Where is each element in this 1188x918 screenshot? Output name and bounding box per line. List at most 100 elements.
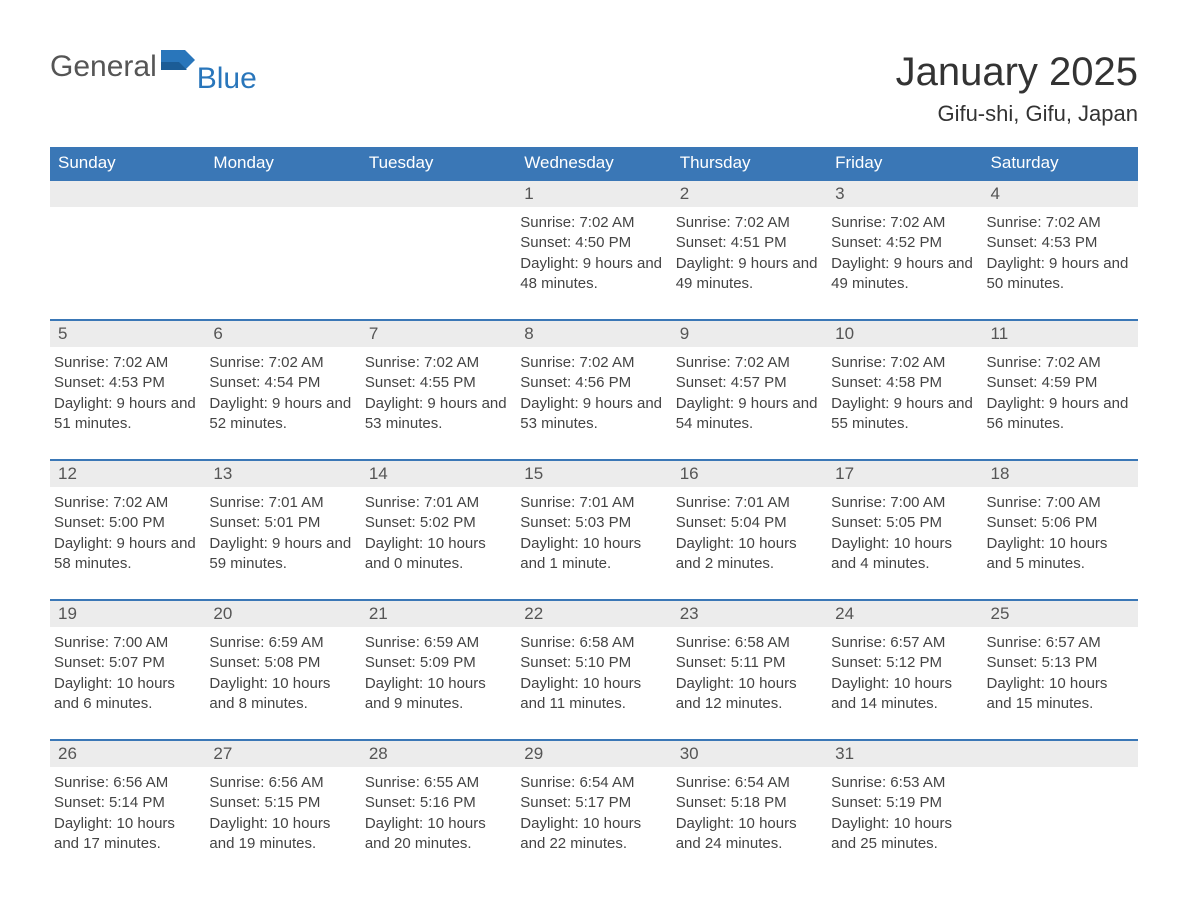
day-details: Sunrise: 6:58 AMSunset: 5:10 PMDaylight:… [516,627,671,718]
calendar-cell: 23Sunrise: 6:58 AMSunset: 5:11 PMDayligh… [672,600,827,740]
day-number: 15 [516,461,671,487]
sunset-line: Sunset: 5:03 PM [520,513,667,533]
daylight-line: Daylight: 9 hours and 53 minutes. [365,394,512,435]
sunset-line: Sunset: 5:10 PM [520,653,667,673]
header: General Blue January 2025 Gifu-shi, Gifu… [50,50,1138,127]
day-details: Sunrise: 7:02 AMSunset: 4:54 PMDaylight:… [205,347,360,438]
sunrise-line: Sunrise: 7:02 AM [54,353,201,373]
calendar-cell: 13Sunrise: 7:01 AMSunset: 5:01 PMDayligh… [205,460,360,600]
weekday-header: Thursday [672,147,827,180]
sunset-line: Sunset: 4:56 PM [520,373,667,393]
day-details: Sunrise: 6:59 AMSunset: 5:09 PMDaylight:… [361,627,516,718]
daylight-line: Daylight: 9 hours and 59 minutes. [209,534,356,575]
day-number: 1 [516,181,671,207]
calendar-header-row: SundayMondayTuesdayWednesdayThursdayFrid… [50,147,1138,180]
day-number: 13 [205,461,360,487]
day-number [50,181,205,207]
daylight-line: Daylight: 9 hours and 54 minutes. [676,394,823,435]
day-details: Sunrise: 7:02 AMSunset: 4:53 PMDaylight:… [983,207,1138,298]
day-details [361,207,516,217]
calendar-cell: 16Sunrise: 7:01 AMSunset: 5:04 PMDayligh… [672,460,827,600]
daylight-line: Daylight: 10 hours and 8 minutes. [209,674,356,715]
day-details: Sunrise: 6:56 AMSunset: 5:14 PMDaylight:… [50,767,205,858]
day-details: Sunrise: 7:02 AMSunset: 4:57 PMDaylight:… [672,347,827,438]
calendar-cell: 28Sunrise: 6:55 AMSunset: 5:16 PMDayligh… [361,740,516,880]
calendar-cell: 15Sunrise: 7:01 AMSunset: 5:03 PMDayligh… [516,460,671,600]
day-details: Sunrise: 7:00 AMSunset: 5:07 PMDaylight:… [50,627,205,718]
sunset-line: Sunset: 5:18 PM [676,793,823,813]
sunset-line: Sunset: 5:00 PM [54,513,201,533]
daylight-line: Daylight: 10 hours and 2 minutes. [676,534,823,575]
sunset-line: Sunset: 4:54 PM [209,373,356,393]
daylight-line: Daylight: 10 hours and 6 minutes. [54,674,201,715]
day-details: Sunrise: 6:54 AMSunset: 5:17 PMDaylight:… [516,767,671,858]
daylight-line: Daylight: 10 hours and 19 minutes. [209,814,356,855]
day-number: 24 [827,601,982,627]
calendar-cell: 26Sunrise: 6:56 AMSunset: 5:14 PMDayligh… [50,740,205,880]
sunset-line: Sunset: 5:17 PM [520,793,667,813]
day-number: 22 [516,601,671,627]
sunrise-line: Sunrise: 7:00 AM [54,633,201,653]
calendar-cell: 3Sunrise: 7:02 AMSunset: 4:52 PMDaylight… [827,180,982,320]
sunrise-line: Sunrise: 6:55 AM [365,773,512,793]
sunrise-line: Sunrise: 7:02 AM [676,353,823,373]
sunset-line: Sunset: 4:51 PM [676,233,823,253]
daylight-line: Daylight: 10 hours and 1 minute. [520,534,667,575]
day-details [50,207,205,217]
calendar-cell [361,180,516,320]
sunset-line: Sunset: 4:52 PM [831,233,978,253]
sunrise-line: Sunrise: 6:57 AM [831,633,978,653]
sunrise-line: Sunrise: 7:02 AM [209,353,356,373]
sunrise-line: Sunrise: 6:58 AM [676,633,823,653]
calendar-week-row: 5Sunrise: 7:02 AMSunset: 4:53 PMDaylight… [50,320,1138,460]
weekday-header: Sunday [50,147,205,180]
day-details: Sunrise: 7:01 AMSunset: 5:01 PMDaylight:… [205,487,360,578]
calendar-cell: 21Sunrise: 6:59 AMSunset: 5:09 PMDayligh… [361,600,516,740]
day-number: 9 [672,321,827,347]
sunrise-line: Sunrise: 7:02 AM [987,213,1134,233]
sunrise-line: Sunrise: 7:02 AM [831,353,978,373]
calendar-week-row: 12Sunrise: 7:02 AMSunset: 5:00 PMDayligh… [50,460,1138,600]
daylight-line: Daylight: 9 hours and 56 minutes. [987,394,1134,435]
sunrise-line: Sunrise: 7:01 AM [209,493,356,513]
sunrise-line: Sunrise: 7:00 AM [831,493,978,513]
calendar-cell: 24Sunrise: 6:57 AMSunset: 5:12 PMDayligh… [827,600,982,740]
sunset-line: Sunset: 5:13 PM [987,653,1134,673]
sunset-line: Sunset: 5:07 PM [54,653,201,673]
daylight-line: Daylight: 10 hours and 25 minutes. [831,814,978,855]
sunset-line: Sunset: 5:04 PM [676,513,823,533]
calendar-cell: 20Sunrise: 6:59 AMSunset: 5:08 PMDayligh… [205,600,360,740]
daylight-line: Daylight: 10 hours and 14 minutes. [831,674,978,715]
sunrise-line: Sunrise: 7:00 AM [987,493,1134,513]
calendar-cell: 18Sunrise: 7:00 AMSunset: 5:06 PMDayligh… [983,460,1138,600]
daylight-line: Daylight: 9 hours and 49 minutes. [831,254,978,295]
day-details: Sunrise: 7:02 AMSunset: 4:58 PMDaylight:… [827,347,982,438]
day-details: Sunrise: 6:54 AMSunset: 5:18 PMDaylight:… [672,767,827,858]
day-number: 23 [672,601,827,627]
day-number: 27 [205,741,360,767]
sunset-line: Sunset: 4:59 PM [987,373,1134,393]
day-details: Sunrise: 7:02 AMSunset: 4:51 PMDaylight:… [672,207,827,298]
day-number [361,181,516,207]
sunrise-line: Sunrise: 7:02 AM [676,213,823,233]
day-details: Sunrise: 7:02 AMSunset: 4:52 PMDaylight:… [827,207,982,298]
calendar-cell [50,180,205,320]
day-number: 3 [827,181,982,207]
sunset-line: Sunset: 4:58 PM [831,373,978,393]
day-number: 26 [50,741,205,767]
day-details: Sunrise: 7:01 AMSunset: 5:02 PMDaylight:… [361,487,516,578]
calendar-cell: 12Sunrise: 7:02 AMSunset: 5:00 PMDayligh… [50,460,205,600]
day-details: Sunrise: 7:01 AMSunset: 5:03 PMDaylight:… [516,487,671,578]
sunrise-line: Sunrise: 6:56 AM [209,773,356,793]
calendar-cell: 5Sunrise: 7:02 AMSunset: 4:53 PMDaylight… [50,320,205,460]
sunrise-line: Sunrise: 7:02 AM [365,353,512,373]
sunrise-line: Sunrise: 7:02 AM [520,213,667,233]
calendar-week-row: 1Sunrise: 7:02 AMSunset: 4:50 PMDaylight… [50,180,1138,320]
calendar-cell: 17Sunrise: 7:00 AMSunset: 5:05 PMDayligh… [827,460,982,600]
sunrise-line: Sunrise: 6:56 AM [54,773,201,793]
calendar-cell: 22Sunrise: 6:58 AMSunset: 5:10 PMDayligh… [516,600,671,740]
calendar-cell: 4Sunrise: 7:02 AMSunset: 4:53 PMDaylight… [983,180,1138,320]
daylight-line: Daylight: 9 hours and 48 minutes. [520,254,667,295]
sunset-line: Sunset: 5:15 PM [209,793,356,813]
daylight-line: Daylight: 10 hours and 20 minutes. [365,814,512,855]
